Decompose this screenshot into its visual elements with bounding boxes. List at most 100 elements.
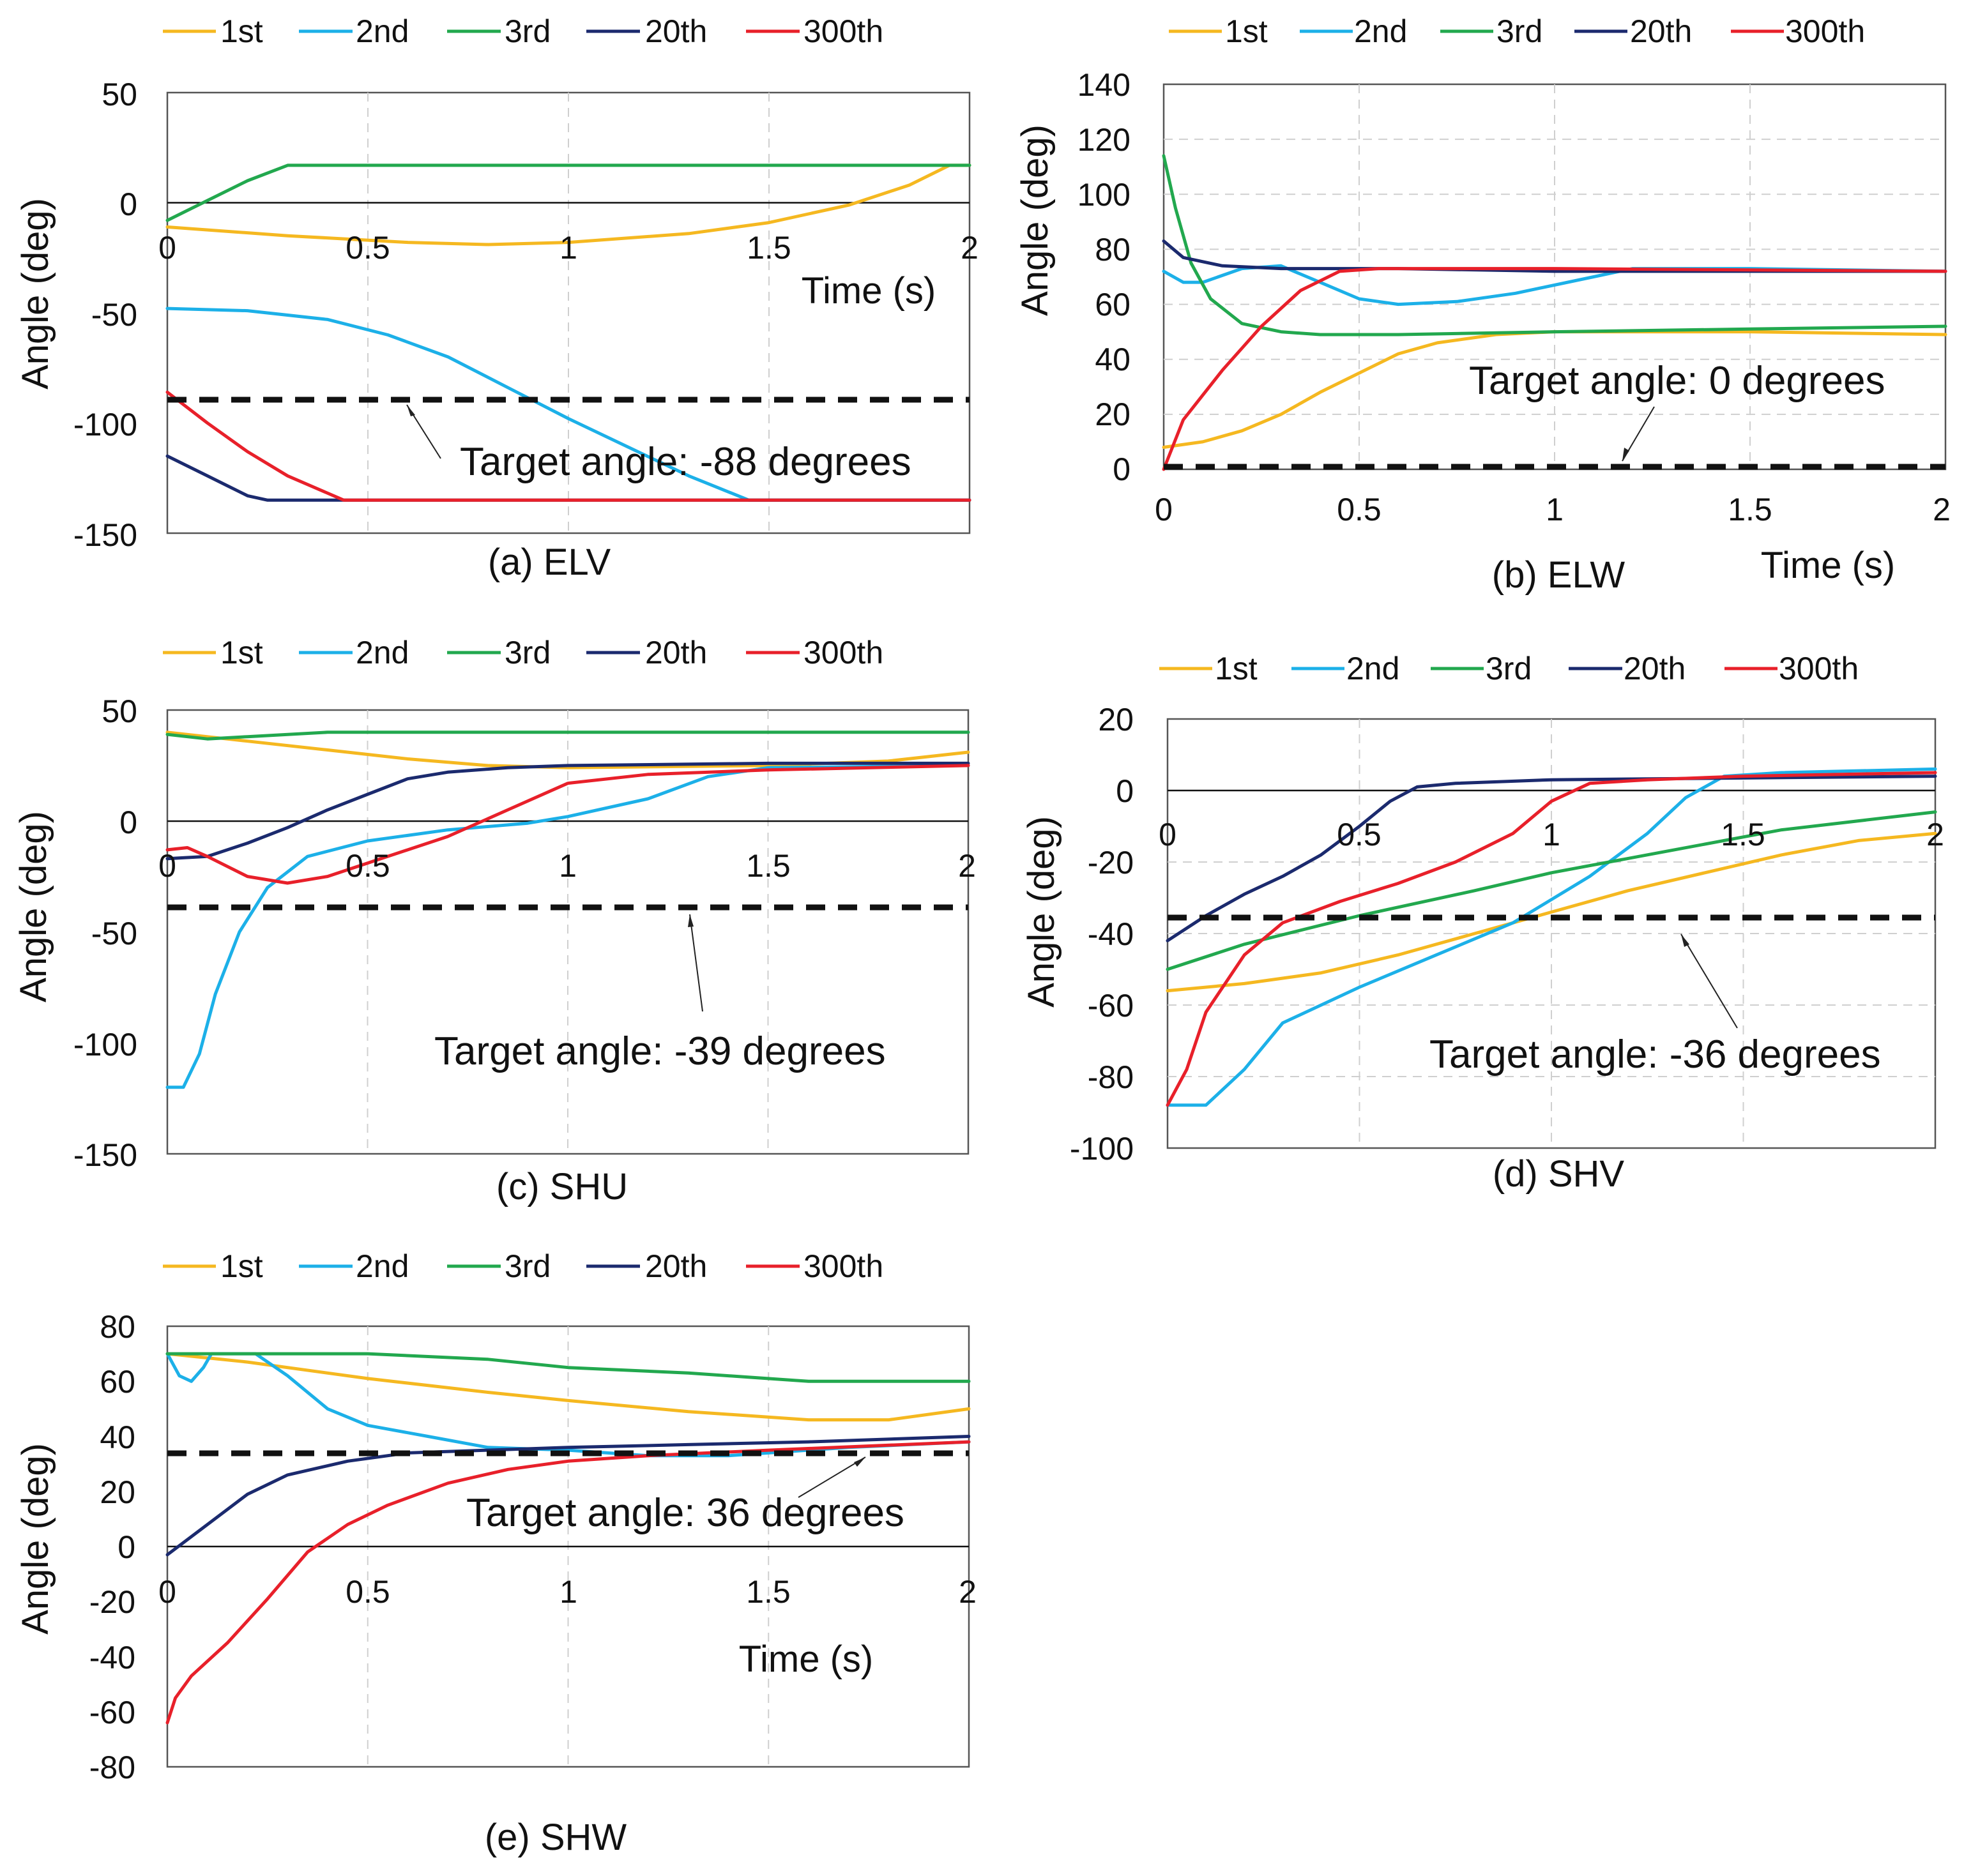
panel-a-series-3rd [165,163,971,222]
panel-b-ytick-0: 140 [1077,67,1130,103]
panel-e-legend: 1st 2nd 3rd 20th 300th [163,1248,883,1284]
panel-d-xtick-4: 2 [1926,817,1944,852]
legend-a-2nd-label: 2nd [356,13,409,49]
legend-b-300th-label: 300th [1785,13,1865,49]
panel-c-legend: 1st 2nd 3rd 20th 300th [163,635,883,670]
panel-b-legend: 1st 2nd 3rd 20th 300th [1169,13,1865,49]
legend-c-1st-label: 1st [220,635,263,670]
panel-c-grid [367,710,769,1154]
legend-d-2nd-label: 2nd [1346,651,1399,686]
panel-b-series-300th [1162,267,1947,471]
panel-a-xtick-1: 0.5 [346,230,390,266]
panel-c-series-300th [165,764,970,885]
panel-c-xtick-1: 0.5 [346,848,390,884]
panel-e-series-300th [165,1440,971,1725]
panel-d-xtick-0: 0 [1159,817,1176,852]
panel-d-ytick-6: -100 [1070,1131,1134,1167]
panel-a-xlabel: Time (s) [802,270,936,312]
panel-b-series-3rd [1162,154,1947,337]
panel-e-series-3rd [165,1352,971,1383]
panel-a-legend: 1st 2nd 3rd 20th 300th [163,13,883,49]
legend-b-2nd-label: 2nd [1354,13,1407,49]
panel-d-ytick-1: 0 [1116,773,1134,809]
legend-d-300th-label: 300th [1779,651,1859,686]
legend-e-2nd-label: 2nd [356,1248,409,1284]
panel-e-xtick-1: 0.5 [346,1574,390,1610]
panel-b-arrowhead [1622,448,1629,461]
legend-e-20th-label: 20th [645,1248,707,1284]
panel-c-xtick-0: 0 [158,848,176,884]
panel-a-series-1st [165,163,971,246]
panel-b-xlabel: Time (s) [1761,545,1895,586]
panel-c-series-2nd [165,764,970,1089]
panel-e-ytick-1: 60 [100,1364,135,1400]
panel-d-arrowhead [1681,934,1689,947]
legend-c-2nd-label: 2nd [356,635,409,670]
panel-d-xtick-3: 1.5 [1721,817,1765,852]
panel-e-ytick-8: -80 [89,1750,135,1785]
panel-a-annotation: Target angle: -88 degrees [460,440,911,484]
panel-d-ytick-4: -60 [1088,988,1134,1024]
panel-d-legend: 1st 2nd 3rd 20th 300th [1159,651,1859,686]
panel-d-xtick-2: 1 [1542,817,1560,852]
panel-a-series [165,163,971,502]
panel-a-caption: (a) ELV [488,541,611,583]
legend-a-3rd-label: 3rd [505,13,551,49]
panel-e-xtick-4: 2 [959,1574,977,1610]
panel-c-caption: (c) SHU [496,1166,628,1207]
panel-d-annotation-arrow [1680,934,1738,1029]
panel-c-annotation-arrow [689,914,703,1012]
panel-a-series-2nd [165,306,971,502]
legend-b-1st-label: 1st [1225,13,1268,49]
panel-a: 1st 2nd 3rd 20th 300th 50 0 -50 -100 -15… [15,13,978,583]
panel-d-caption: (d) SHV [1493,1153,1625,1195]
panel-d-annotation: Target angle: -36 degrees [1429,1033,1881,1077]
panel-c-annotation: Target angle: -39 degrees [434,1029,886,1073]
panel-d-ytick-0: 20 [1098,702,1134,738]
panel-e-xtick-2: 1 [560,1574,577,1610]
legend-e-300th-label: 300th [803,1248,883,1284]
panel-d-ytick-2: -20 [1088,845,1134,881]
panel-c-series-20th [165,761,970,861]
panel-c-ytick-1: 0 [119,805,137,840]
legend-b-3rd-label: 3rd [1496,13,1542,49]
panel-d-xtick-1: 0.5 [1337,817,1382,852]
panel-b-ytick-2: 100 [1077,177,1130,213]
legend-e-3rd-label: 3rd [505,1248,551,1284]
panel-e-ytick-5: -20 [89,1584,135,1620]
panel-a-xtick-3: 1.5 [747,230,791,266]
panel-c-ytick-4: -150 [73,1137,137,1173]
panel-b-xtick-2: 1 [1546,492,1564,527]
panel-e-series-1st [165,1352,971,1422]
panel-d-series-300th [1166,771,1937,1107]
panel-b-ytick-4: 60 [1095,287,1130,322]
panel-b-grid [1164,84,1945,469]
panel-c-ylabel: Angle (deg) [13,811,54,1002]
legend-d-1st-label: 1st [1215,651,1258,686]
legend-c-300th-label: 300th [803,635,883,670]
panel-e-annotation: Target angle: 36 degrees [466,1491,904,1535]
panel-b-caption: (b) ELW [1492,554,1625,596]
panel-e-ytick-2: 40 [100,1419,135,1455]
panel-d-series [1166,767,1937,1107]
panel-d-ylabel: Angle (deg) [1021,816,1062,1008]
legend-d-20th-label: 20th [1624,651,1686,686]
panel-b: 1st 2nd 3rd 20th 300th 140 120 100 80 60… [1014,13,1951,596]
panel-a-grid [367,93,770,533]
panel-b-ytick-1: 120 [1077,122,1130,158]
panel-d-series-20th [1166,775,1937,942]
panel-a-ytick-1: 0 [119,186,137,222]
legend-a-20th-label: 20th [645,13,707,49]
panel-e-ytick-6: -40 [89,1640,135,1676]
legend-a-1st-label: 1st [220,13,263,49]
panel-a-ytick-0: 50 [102,77,137,112]
panel-a-ytick-4: -150 [73,517,137,553]
panel-c-ytick-3: -100 [73,1027,137,1063]
panel-e-xlabel: Time (s) [739,1638,873,1680]
panel-b-ytick-6: 20 [1095,397,1130,432]
panel-c-arrowhead [688,914,694,927]
panel-e-annotation-arrow [798,1456,866,1498]
panel-d-ytick-3: -40 [1088,916,1134,952]
panel-a-xtick-4: 2 [961,230,978,266]
panel-b-xtick-0: 0 [1155,492,1173,527]
